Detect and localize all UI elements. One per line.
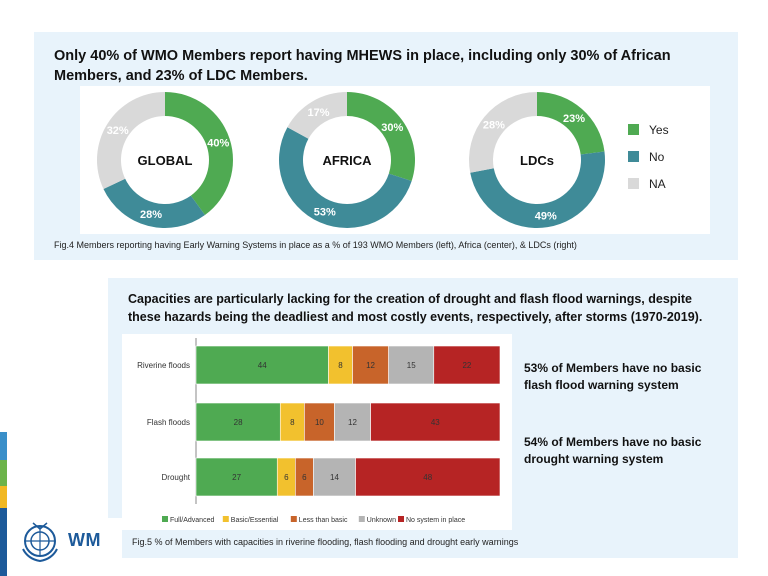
donut-slice-ldcs-no <box>470 151 606 229</box>
donut-slice-label-ldcs-na: 28% <box>483 119 505 131</box>
bar-value-label-drought-no-system-in-place: 48 <box>423 473 432 482</box>
donut-center-label-ldcs: LDCs <box>520 153 554 168</box>
bar-segment-riverine-floods-unknown <box>388 345 435 385</box>
bar-value-label-drought-basic-essential: 6 <box>284 473 289 482</box>
bar-category-label-drought: Drought <box>162 473 191 482</box>
bar-legend-swatch <box>162 516 168 522</box>
donut-legend-item-no: No <box>628 143 669 170</box>
flash-flood-note: 53% of Members have no basic flash flood… <box>524 361 702 392</box>
bar-value-label-riverine-floods-full-advanced: 44 <box>258 361 267 370</box>
donut-slice-ldcs-yes <box>537 92 605 155</box>
bar-legend-label: Unknown <box>367 517 396 524</box>
bar-segment-flash-floods-no-system-in-place <box>370 402 501 442</box>
donut-slice-africa-no <box>279 127 412 228</box>
donut-slice-africa-na <box>287 92 347 139</box>
donut-chart-africa: 30% 53% 17% AFRICA <box>279 92 415 228</box>
bar-category-label-flash-floods: Flash floods <box>147 418 190 427</box>
donut-slice-global-no <box>103 178 205 228</box>
donut-chart-global: 40% 28% 32% GLOBAL <box>96 92 233 228</box>
donut-slice-africa-yes <box>347 92 415 182</box>
donut-slice-label-global-no: 28% <box>140 209 162 221</box>
bar-segment-flash-floods-basic-essential <box>279 402 305 442</box>
donut-slice-label-ldcs-yes: 23% <box>563 113 585 125</box>
bar-segment-drought-full-advanced <box>195 457 278 497</box>
bar-legend-item-full-advanced: Full/Advanced <box>162 516 214 524</box>
legend-label: No <box>649 149 665 164</box>
donut-legend-item-yes: Yes <box>628 116 669 143</box>
bar-legend-swatch <box>398 516 404 522</box>
donut-legend-item-na: NA <box>628 170 669 197</box>
bar-value-label-drought-unknown: 14 <box>330 473 339 482</box>
bar-legend-label: Full/Advanced <box>170 517 214 524</box>
bar-segment-drought-no-system-in-place <box>355 457 501 497</box>
bar-legend-item-basic-essential: Basic/Essential <box>222 516 279 524</box>
donut-slice-label-global-na: 32% <box>107 125 129 137</box>
wmo-logo: WM <box>12 518 122 564</box>
donut-slice-label-global-yes: 40% <box>207 138 229 150</box>
fig4-caption: Fig.4 Members reporting having Early War… <box>54 240 577 250</box>
bar-value-label-flash-floods-full-advanced: 28 <box>234 418 243 427</box>
bar-value-label-flash-floods-basic-essential: 8 <box>290 418 295 427</box>
bar-legend-item-unknown: Unknown <box>358 516 396 524</box>
donut-slice-ldcs-na <box>469 92 537 173</box>
bar-legend-label: No system in place <box>406 517 465 524</box>
donut-headline: Only 40% of WMO Members report having MH… <box>54 48 671 84</box>
legend-swatch <box>628 151 639 162</box>
bar-value-label-riverine-floods-basic-essential: 8 <box>338 361 343 370</box>
bar-category-label-riverine-floods: Riverine floods <box>137 361 190 370</box>
bar-legend-swatch <box>358 516 365 522</box>
bar-headline: Capacities are particularly lacking for … <box>128 292 703 324</box>
bar-legend-swatch <box>222 516 229 522</box>
bar-segment-riverine-floods-basic-essential <box>328 345 353 385</box>
bar-segment-riverine-floods-no-system-in-place <box>433 345 501 385</box>
bar-figure-panel: Capacities are particularly lacking for … <box>108 278 738 558</box>
side-stripe-yellow <box>0 486 7 508</box>
bar-legend-item-less-than-basic: Less than basic <box>290 516 348 524</box>
donut-slice-label-africa-yes: 30% <box>381 122 403 134</box>
donut-slice-global-yes <box>165 92 233 216</box>
bar-value-label-flash-floods-no-system-in-place: 43 <box>431 418 440 427</box>
bar-value-label-riverine-floods-unknown: 15 <box>407 361 416 370</box>
stacked-bar-chart: Riverine floods 44 8 12 15 22 Flash floods 28 8 1… <box>137 338 501 524</box>
donut-slice-label-africa-na: 17% <box>307 107 329 119</box>
side-stripe-blue <box>0 432 7 460</box>
bar-segment-riverine-floods-less-than-basic <box>352 345 389 385</box>
drought-note: 54% of Members have no basic drought war… <box>524 435 702 466</box>
donut-chart-area: 40% 28% 32% GLOBAL 30% 53% 17% AFRICA 23% 49% 28… <box>80 86 710 234</box>
bar-chart-area: Riverine floods 44 8 12 15 22 Flash floods 28 8 1… <box>122 334 512 530</box>
legend-swatch <box>628 178 639 189</box>
bar-legend-label: Basic/Essential <box>231 517 279 524</box>
bar-segment-flash-floods-full-advanced <box>195 402 281 442</box>
donut-center-label-global: GLOBAL <box>138 153 193 168</box>
bar-legend-swatch <box>290 516 297 522</box>
bar-value-label-riverine-floods-no-system-in-place: 22 <box>462 361 471 370</box>
wmo-logo-text: WM <box>68 530 101 550</box>
bar-value-label-riverine-floods-less-than-basic: 12 <box>366 361 375 370</box>
bar-legend-label: Less than basic <box>299 517 348 524</box>
legend-swatch <box>628 124 639 135</box>
side-stripe-navy <box>0 508 7 576</box>
donut-center-label-africa: AFRICA <box>322 153 372 168</box>
donut-figure-panel: Only 40% of WMO Members report having MH… <box>34 32 738 260</box>
side-stripe-green <box>0 460 7 486</box>
donut-legend: Yes No NA <box>628 116 669 197</box>
bar-segment-flash-floods-less-than-basic <box>304 402 335 442</box>
donut-slice-label-ldcs-no: 49% <box>535 210 557 222</box>
legend-label: Yes <box>649 122 669 137</box>
legend-label: NA <box>649 176 666 191</box>
donut-slice-label-africa-no: 53% <box>314 206 336 218</box>
bar-value-label-drought-less-than-basic: 6 <box>302 473 307 482</box>
bar-value-label-drought-full-advanced: 27 <box>232 473 241 482</box>
donut-slice-global-na <box>96 92 165 189</box>
bar-value-label-flash-floods-unknown: 12 <box>348 418 357 427</box>
donut-chart-ldcs: 23% 49% 28% LDCs <box>469 92 606 229</box>
wmo-emblem-icon <box>22 522 58 563</box>
bar-legend-item-no-system-in-place: No system in place <box>398 516 465 524</box>
fig5-caption: Fig.5 % of Members with capacities in ri… <box>132 537 519 547</box>
bar-value-label-flash-floods-less-than-basic: 10 <box>315 418 324 427</box>
